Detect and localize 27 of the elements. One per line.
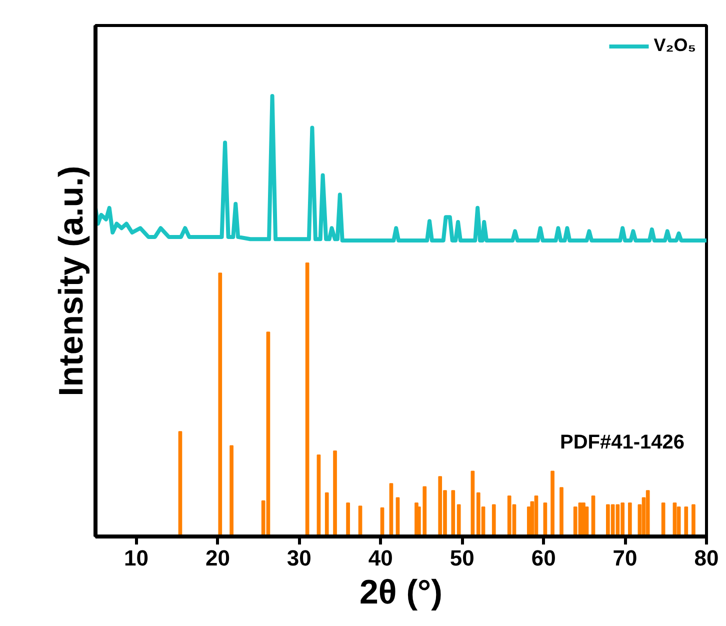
bar bbox=[692, 504, 696, 536]
bar bbox=[492, 504, 496, 536]
x-tick-label: 30 bbox=[286, 546, 312, 570]
bar bbox=[305, 262, 310, 536]
bar bbox=[230, 445, 234, 536]
bar bbox=[560, 487, 564, 536]
bar bbox=[646, 490, 650, 536]
x-tick-label: 40 bbox=[368, 546, 393, 570]
x-tick-label: 60 bbox=[531, 546, 556, 570]
y-axis-title: Intensity (a.u.) bbox=[52, 166, 90, 396]
x-tick-label: 20 bbox=[205, 546, 230, 570]
x-tick-label: 70 bbox=[612, 546, 638, 570]
series-label: PDF#41-1426 bbox=[560, 432, 685, 454]
bar bbox=[218, 272, 222, 536]
x-axis-title: 2θ (°) bbox=[360, 574, 442, 612]
bar bbox=[346, 502, 350, 536]
bar bbox=[456, 504, 461, 536]
x-tick-label: 80 bbox=[694, 546, 719, 570]
legend-label: V₂O₅ bbox=[654, 35, 696, 56]
bar bbox=[333, 450, 337, 536]
x-tick-label: 10 bbox=[124, 546, 148, 570]
x-tick-label: 50 bbox=[450, 546, 474, 570]
bar bbox=[550, 470, 554, 536]
bar bbox=[684, 506, 688, 536]
bar bbox=[324, 492, 329, 536]
bar bbox=[451, 490, 456, 536]
bar bbox=[628, 502, 632, 536]
